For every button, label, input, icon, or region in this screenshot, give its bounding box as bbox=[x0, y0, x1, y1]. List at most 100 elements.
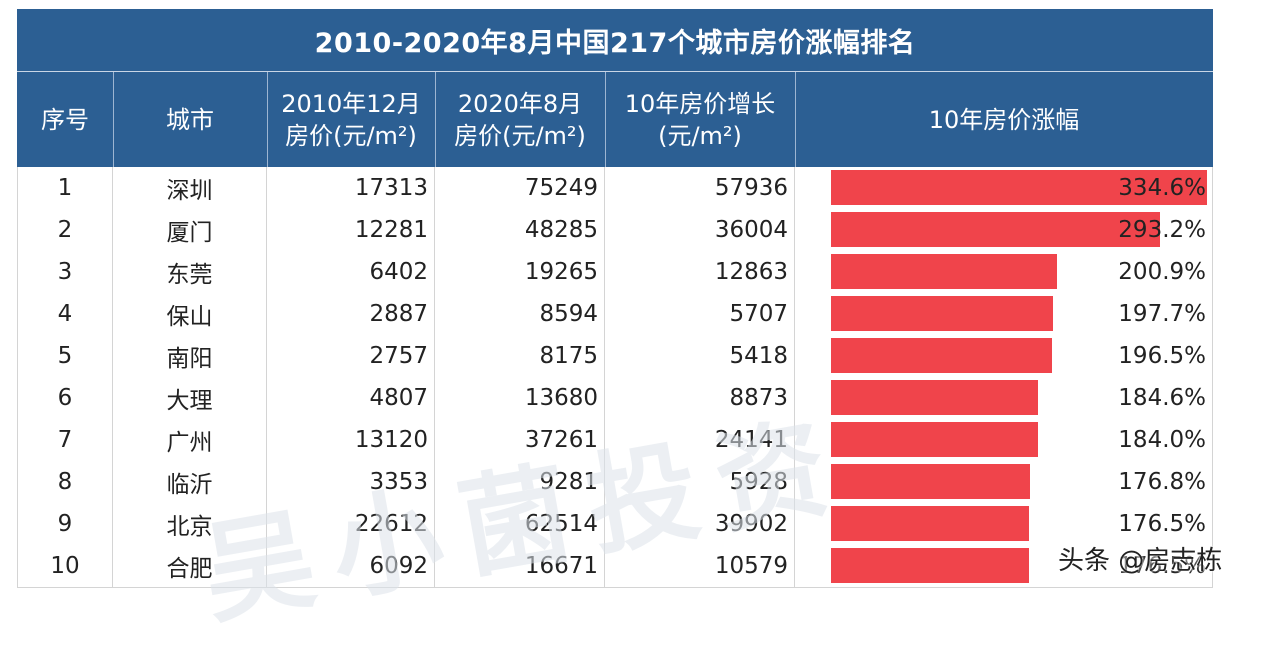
table-row: 2 厦门 12281 48285 36004 293.2% bbox=[17, 209, 1213, 252]
header-price-2010: 2010年12月 房价(元/m²) bbox=[267, 72, 436, 167]
growth-cell: 176.5% bbox=[795, 503, 1213, 545]
price-2020-cell: 8594 bbox=[435, 293, 605, 335]
increase-cell: 8873 bbox=[605, 377, 795, 419]
price-2010-cell: 4807 bbox=[267, 377, 435, 419]
table-row: 8 临沂 3353 9281 5928 176.8% bbox=[17, 461, 1213, 504]
price-2010-cell: 2757 bbox=[267, 335, 435, 377]
price-2010-cell: 6402 bbox=[267, 251, 435, 293]
growth-cell: 334.6% bbox=[795, 167, 1213, 209]
price-ranking-table: 2010-2020年8月中国217个城市房价涨幅排名 序号 城市 2010年12… bbox=[17, 9, 1213, 609]
price-2010-cell: 6092 bbox=[267, 545, 435, 587]
increase-cell: 5707 bbox=[605, 293, 795, 335]
increase-cell: 39902 bbox=[605, 503, 795, 545]
growth-bar bbox=[831, 296, 1053, 331]
header-rank: 序号 bbox=[17, 72, 114, 167]
price-2010-cell: 13120 bbox=[267, 419, 435, 461]
city-cell: 东莞 bbox=[113, 251, 267, 293]
growth-pct-label: 200.9% bbox=[1118, 259, 1206, 285]
city-cell: 临沂 bbox=[113, 461, 267, 503]
header-price-2010-line2: 房价(元/m²) bbox=[285, 121, 417, 150]
table-row: 5 南阳 2757 8175 5418 196.5% bbox=[17, 335, 1213, 378]
growth-cell: 176.8% bbox=[795, 461, 1213, 503]
header-rank-label: 序号 bbox=[41, 105, 89, 134]
header-growth-pct-label: 10年房价涨幅 bbox=[928, 105, 1080, 134]
city-cell: 北京 bbox=[113, 503, 267, 545]
growth-bar bbox=[831, 422, 1038, 457]
growth-pct-label: 176.8% bbox=[1118, 469, 1206, 495]
header-city-label: 城市 bbox=[166, 105, 214, 134]
rank-cell: 4 bbox=[17, 293, 113, 335]
table-row: 4 保山 2887 8594 5707 197.7% bbox=[17, 293, 1213, 336]
growth-bar bbox=[831, 170, 1207, 205]
growth-pct-label: 334.6% bbox=[1118, 175, 1206, 201]
growth-bar bbox=[831, 212, 1160, 247]
header-price-2020-line1: 2020年8月 bbox=[457, 89, 583, 118]
price-2010-cell: 22612 bbox=[267, 503, 435, 545]
rank-cell: 3 bbox=[17, 251, 113, 293]
table-row: 7 广州 13120 37261 24141 184.0% bbox=[17, 419, 1213, 462]
table-header-row: 序号 城市 2010年12月 房价(元/m²) 2020年8月 房价(元/m²)… bbox=[17, 72, 1213, 167]
city-cell: 深圳 bbox=[113, 167, 267, 209]
increase-cell: 5928 bbox=[605, 461, 795, 503]
price-2020-cell: 8175 bbox=[435, 335, 605, 377]
header-growth-pct: 10年房价涨幅 bbox=[795, 72, 1213, 167]
increase-cell: 57936 bbox=[605, 167, 795, 209]
growth-cell: 176.5% bbox=[795, 545, 1213, 587]
table-row: 1 深圳 17313 75249 57936 334.6% bbox=[17, 167, 1213, 210]
table-row: 6 大理 4807 13680 8873 184.6% bbox=[17, 377, 1213, 420]
growth-pct-label: 176.5% bbox=[1118, 553, 1206, 579]
price-2020-cell: 19265 bbox=[435, 251, 605, 293]
growth-bar bbox=[831, 380, 1038, 415]
price-2020-cell: 62514 bbox=[435, 503, 605, 545]
price-2010-cell: 3353 bbox=[267, 461, 435, 503]
increase-cell: 24141 bbox=[605, 419, 795, 461]
growth-cell: 184.0% bbox=[795, 419, 1213, 461]
header-increase: 10年房价增长 (元/m²) bbox=[605, 72, 796, 167]
header-price-2020-line2: 房价(元/m²) bbox=[454, 121, 586, 150]
growth-bar bbox=[831, 506, 1029, 541]
source-credit: 头条 @房志栋 bbox=[1058, 546, 1223, 576]
price-2010-cell: 17313 bbox=[267, 167, 435, 209]
rank-cell: 7 bbox=[17, 419, 113, 461]
increase-cell: 10579 bbox=[605, 545, 795, 587]
price-2010-cell: 2887 bbox=[267, 293, 435, 335]
header-increase-line1: 10年房价增长 bbox=[624, 89, 776, 118]
header-increase-line2: (元/m²) bbox=[658, 121, 742, 150]
growth-pct-label: 196.5% bbox=[1118, 343, 1206, 369]
rank-cell: 5 bbox=[17, 335, 113, 377]
header-price-2010-line1: 2010年12月 bbox=[281, 89, 421, 118]
growth-bar bbox=[831, 254, 1057, 289]
rank-cell: 10 bbox=[17, 545, 113, 587]
city-cell: 厦门 bbox=[113, 209, 267, 251]
increase-cell: 36004 bbox=[605, 209, 795, 251]
table-row: 9 北京 22612 62514 39902 176.5% bbox=[17, 503, 1213, 546]
growth-cell: 293.2% bbox=[795, 209, 1213, 251]
growth-cell: 200.9% bbox=[795, 251, 1213, 293]
city-cell: 合肥 bbox=[113, 545, 267, 587]
price-2020-cell: 13680 bbox=[435, 377, 605, 419]
price-2020-cell: 16671 bbox=[435, 545, 605, 587]
city-cell: 保山 bbox=[113, 293, 267, 335]
growth-cell: 196.5% bbox=[795, 335, 1213, 377]
rank-cell: 9 bbox=[17, 503, 113, 545]
city-cell: 广州 bbox=[113, 419, 267, 461]
city-cell: 大理 bbox=[113, 377, 267, 419]
price-2020-cell: 9281 bbox=[435, 461, 605, 503]
rank-cell: 2 bbox=[17, 209, 113, 251]
table-row: 10 合肥 6092 16671 10579 176.5% bbox=[17, 545, 1213, 588]
header-price-2020: 2020年8月 房价(元/m²) bbox=[435, 72, 606, 167]
increase-cell: 5418 bbox=[605, 335, 795, 377]
price-2010-cell: 12281 bbox=[267, 209, 435, 251]
growth-cell: 184.6% bbox=[795, 377, 1213, 419]
header-city: 城市 bbox=[113, 72, 268, 167]
rank-cell: 1 bbox=[17, 167, 113, 209]
increase-cell: 12863 bbox=[605, 251, 795, 293]
growth-cell: 197.7% bbox=[795, 293, 1213, 335]
growth-pct-label: 293.2% bbox=[1118, 217, 1206, 243]
table-row: 3 东莞 6402 19265 12863 200.9% bbox=[17, 251, 1213, 294]
price-2020-cell: 75249 bbox=[435, 167, 605, 209]
city-cell: 南阳 bbox=[113, 335, 267, 377]
price-2020-cell: 37261 bbox=[435, 419, 605, 461]
table-title: 2010-2020年8月中国217个城市房价涨幅排名 bbox=[17, 9, 1213, 72]
rank-cell: 8 bbox=[17, 461, 113, 503]
